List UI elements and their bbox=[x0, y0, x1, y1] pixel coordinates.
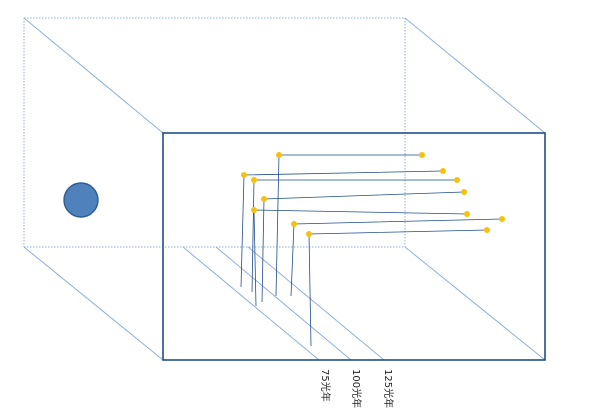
galaxy-far-point bbox=[484, 227, 490, 233]
galaxy-near-point bbox=[251, 177, 257, 183]
galaxy-g1 bbox=[275, 152, 425, 297]
guide-125 bbox=[247, 246, 385, 361]
galaxy-far-point bbox=[464, 211, 470, 217]
galaxy-projection-line bbox=[253, 209, 468, 307]
front-face bbox=[162, 132, 546, 361]
galaxy-projection-line bbox=[240, 170, 444, 288]
galaxy-projection-line bbox=[251, 179, 457, 293]
galaxy-g3 bbox=[251, 177, 460, 293]
galaxy-projections bbox=[240, 152, 505, 347]
distance-labels: 75光年 100光年 125光年 bbox=[319, 369, 395, 408]
observer-circle bbox=[63, 182, 99, 218]
galaxy-g7 bbox=[306, 227, 490, 347]
guide-75 bbox=[182, 246, 320, 361]
galaxy-g4 bbox=[261, 189, 467, 303]
distance-label-125: 125光年 bbox=[382, 369, 395, 408]
edge-top-right bbox=[404, 17, 546, 134]
galaxy-near-point bbox=[306, 231, 312, 237]
receding-edges bbox=[23, 17, 546, 361]
galaxy-near-point bbox=[241, 172, 247, 178]
galaxy-near-point bbox=[251, 207, 257, 213]
edge-top-left bbox=[23, 17, 164, 134]
galaxy-far-point bbox=[440, 168, 446, 174]
distance-label-100: 100光年 bbox=[350, 369, 363, 408]
galaxy-far-point bbox=[499, 216, 505, 222]
galaxy-far-point bbox=[419, 152, 425, 158]
distance-guides bbox=[182, 246, 385, 361]
distance-label-75: 75光年 bbox=[319, 369, 332, 402]
galaxy-far-point bbox=[454, 177, 460, 183]
galaxy-g2 bbox=[240, 168, 446, 288]
galaxy-g6 bbox=[290, 216, 505, 297]
galaxy-near-point bbox=[261, 196, 267, 202]
galaxy-near-point bbox=[291, 221, 297, 227]
guide-100 bbox=[215, 246, 352, 361]
galaxy-near-point bbox=[276, 152, 282, 158]
galaxy-g5 bbox=[251, 207, 470, 307]
edge-bottom-right bbox=[404, 246, 546, 361]
galaxy-projection-line bbox=[275, 154, 422, 297]
edge-bottom-left bbox=[23, 246, 164, 361]
galaxy-projection-line bbox=[308, 229, 488, 347]
galaxy-far-point bbox=[461, 189, 467, 195]
